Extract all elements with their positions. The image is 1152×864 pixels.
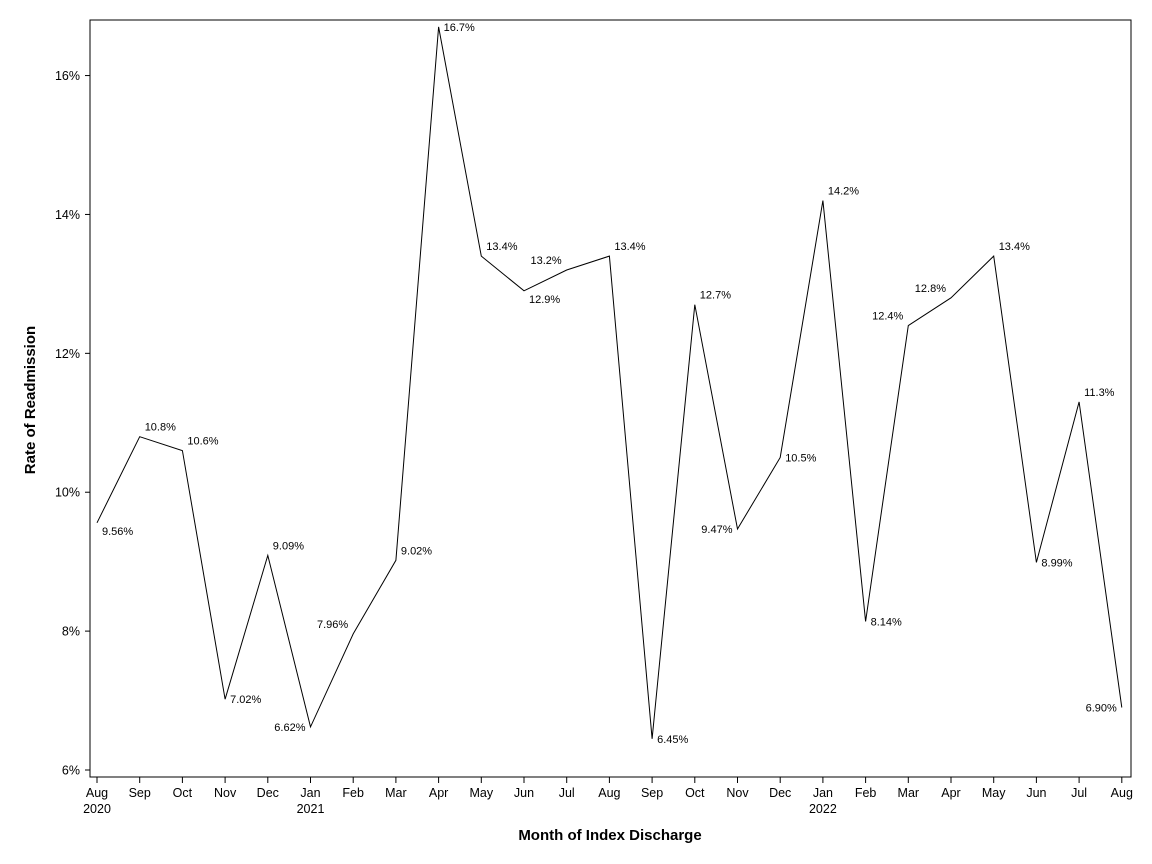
x-tick-label: Jan xyxy=(813,786,833,800)
x-tick-label: May xyxy=(982,786,1006,800)
x-tick-label: Apr xyxy=(429,786,448,800)
data-label: 11.3% xyxy=(1084,387,1115,399)
data-label: 9.09% xyxy=(273,540,304,552)
data-label: 7.02% xyxy=(230,694,261,706)
x-axis-title: Month of Index Discharge xyxy=(518,827,701,844)
x-tick-label: Nov xyxy=(214,786,237,800)
data-label: 6.62% xyxy=(274,722,305,734)
y-tick-label: 12% xyxy=(55,347,80,361)
data-label: 9.47% xyxy=(701,524,732,536)
y-tick-label: 14% xyxy=(55,208,80,222)
x-tick-label: Mar xyxy=(385,786,407,800)
data-label: 6.45% xyxy=(657,734,688,746)
data-label: 7.96% xyxy=(317,619,348,631)
x-tick-label: Oct xyxy=(173,786,193,800)
data-label: 10.6% xyxy=(187,436,218,448)
data-label: 13.4% xyxy=(486,241,517,253)
x-tick-label: Mar xyxy=(898,786,920,800)
y-axis-title: Rate of Readmission xyxy=(22,326,39,474)
data-labels: 9.56% 10.8% 10.6% 7.02% 9.09% 6.62% 7.96% 9.02%… xyxy=(102,22,1117,746)
x-tick-label: Feb xyxy=(342,786,364,800)
x-tick-label: Sep xyxy=(641,786,663,800)
x-tick-label: Dec xyxy=(257,786,279,800)
x-tick-year-label: 2020 xyxy=(83,802,111,816)
x-tick-label: Dec xyxy=(769,786,791,800)
x-tick-label: Aug xyxy=(598,786,620,800)
x-tick-label: Feb xyxy=(855,786,877,800)
data-label: 12.9% xyxy=(529,294,560,306)
x-tick-label: Jul xyxy=(559,786,575,800)
data-label: 16.7% xyxy=(444,22,475,34)
x-tick-label: Nov xyxy=(726,786,749,800)
x-tick-year-label: 2021 xyxy=(297,802,325,816)
y-tick-label: 16% xyxy=(55,69,80,83)
x-tick-label: Sep xyxy=(129,786,151,800)
data-label: 8.14% xyxy=(871,616,902,628)
data-label: 12.8% xyxy=(915,283,946,295)
x-tick-label: Oct xyxy=(685,786,705,800)
plot-frame xyxy=(89,19,1132,778)
y-tick-label: 10% xyxy=(55,486,80,500)
data-label: 13.4% xyxy=(614,241,645,253)
x-tick-label: Jul xyxy=(1071,786,1087,800)
x-axis: Aug 2020 Sep Oct Nov Dec Jan 2021 Feb Mar Apr May Ju… xyxy=(83,777,1133,816)
x-tick-label: Apr xyxy=(941,786,960,800)
x-tick-label: Jan xyxy=(300,786,320,800)
data-label: 6.90% xyxy=(1086,703,1117,715)
y-tick-label: 8% xyxy=(62,625,80,639)
data-label: 9.02% xyxy=(401,545,432,557)
y-tick-label: 6% xyxy=(62,764,80,778)
y-axis: 6% 8% 10% 12% 14% 16% xyxy=(55,69,90,778)
x-tick-label: Aug xyxy=(86,786,108,800)
data-label: 9.56% xyxy=(102,526,133,538)
data-label: 10.8% xyxy=(145,422,176,434)
x-tick-label: May xyxy=(469,786,493,800)
x-tick-label: Jun xyxy=(1026,786,1046,800)
data-label: 8.99% xyxy=(1041,557,1072,569)
data-label: 13.4% xyxy=(999,241,1030,253)
x-tick-year-label: 2022 xyxy=(809,802,837,816)
data-label: 14.2% xyxy=(828,186,859,198)
data-label: 12.7% xyxy=(700,290,731,302)
x-tick-label: Aug xyxy=(1111,786,1133,800)
x-tick-label: Jun xyxy=(514,786,534,800)
data-label: 10.5% xyxy=(785,453,816,465)
series-line xyxy=(96,26,1123,739)
data-label: 13.2% xyxy=(530,255,561,267)
data-label: 12.4% xyxy=(872,311,903,323)
